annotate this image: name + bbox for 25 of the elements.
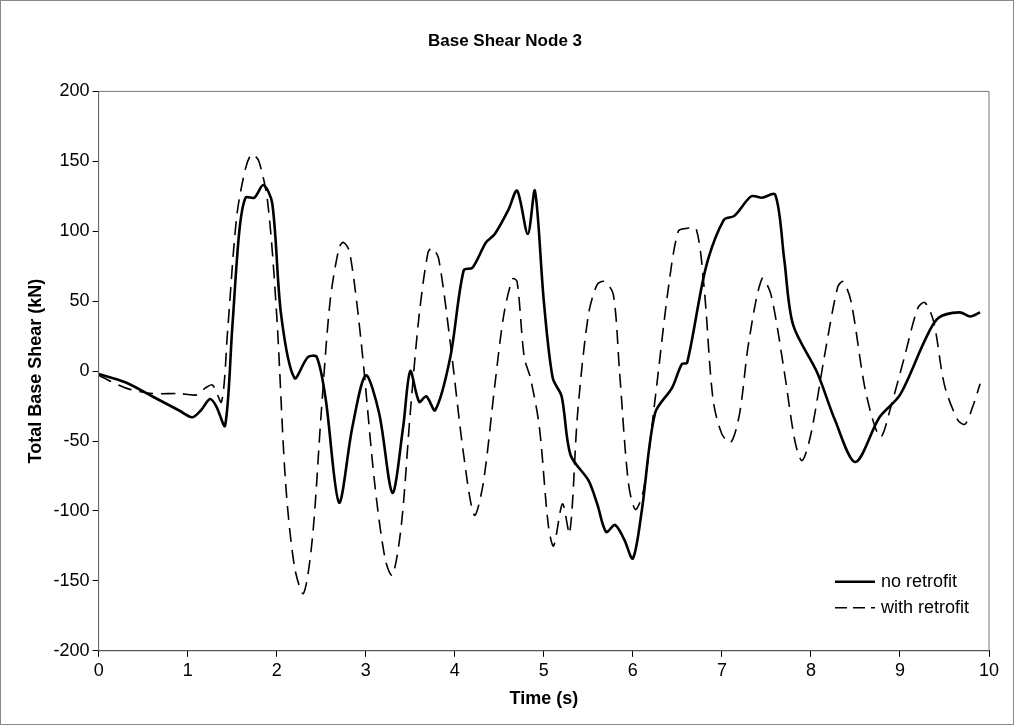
y-tick-label: -150 [53, 569, 90, 590]
y-tick-label: 100 [59, 220, 90, 241]
x-tick-label: 9 [894, 659, 905, 680]
x-tick-label: 3 [360, 659, 371, 680]
y-tick-label: 200 [59, 80, 90, 101]
y-tick-label: -100 [53, 499, 90, 520]
x-tick-label: 6 [627, 659, 638, 680]
chart-title: Base Shear Node 3 [427, 30, 583, 50]
legend-label: with retrofit [879, 596, 970, 617]
legend-label: no retrofit [880, 570, 958, 591]
x-tick-label: 4 [449, 659, 460, 680]
x-tick-label: 7 [716, 659, 727, 680]
y-tick-label: -50 [63, 429, 90, 450]
y-tick-label: 150 [59, 150, 90, 171]
y-axis-title: Total Base Shear (kN) [24, 278, 45, 464]
y-tick-label: 0 [79, 360, 90, 381]
x-tick-label: 1 [182, 659, 193, 680]
y-tick-label: 50 [69, 290, 90, 311]
x-axis-title: Time (s) [509, 688, 579, 709]
x-tick-label: 5 [538, 659, 549, 680]
x-tick-label: 2 [271, 659, 282, 680]
x-tick-label: 0 [93, 659, 104, 680]
x-tick-label: 10 [978, 659, 1000, 680]
x-tick-label: 8 [805, 659, 816, 680]
y-tick-label: -200 [53, 639, 90, 660]
